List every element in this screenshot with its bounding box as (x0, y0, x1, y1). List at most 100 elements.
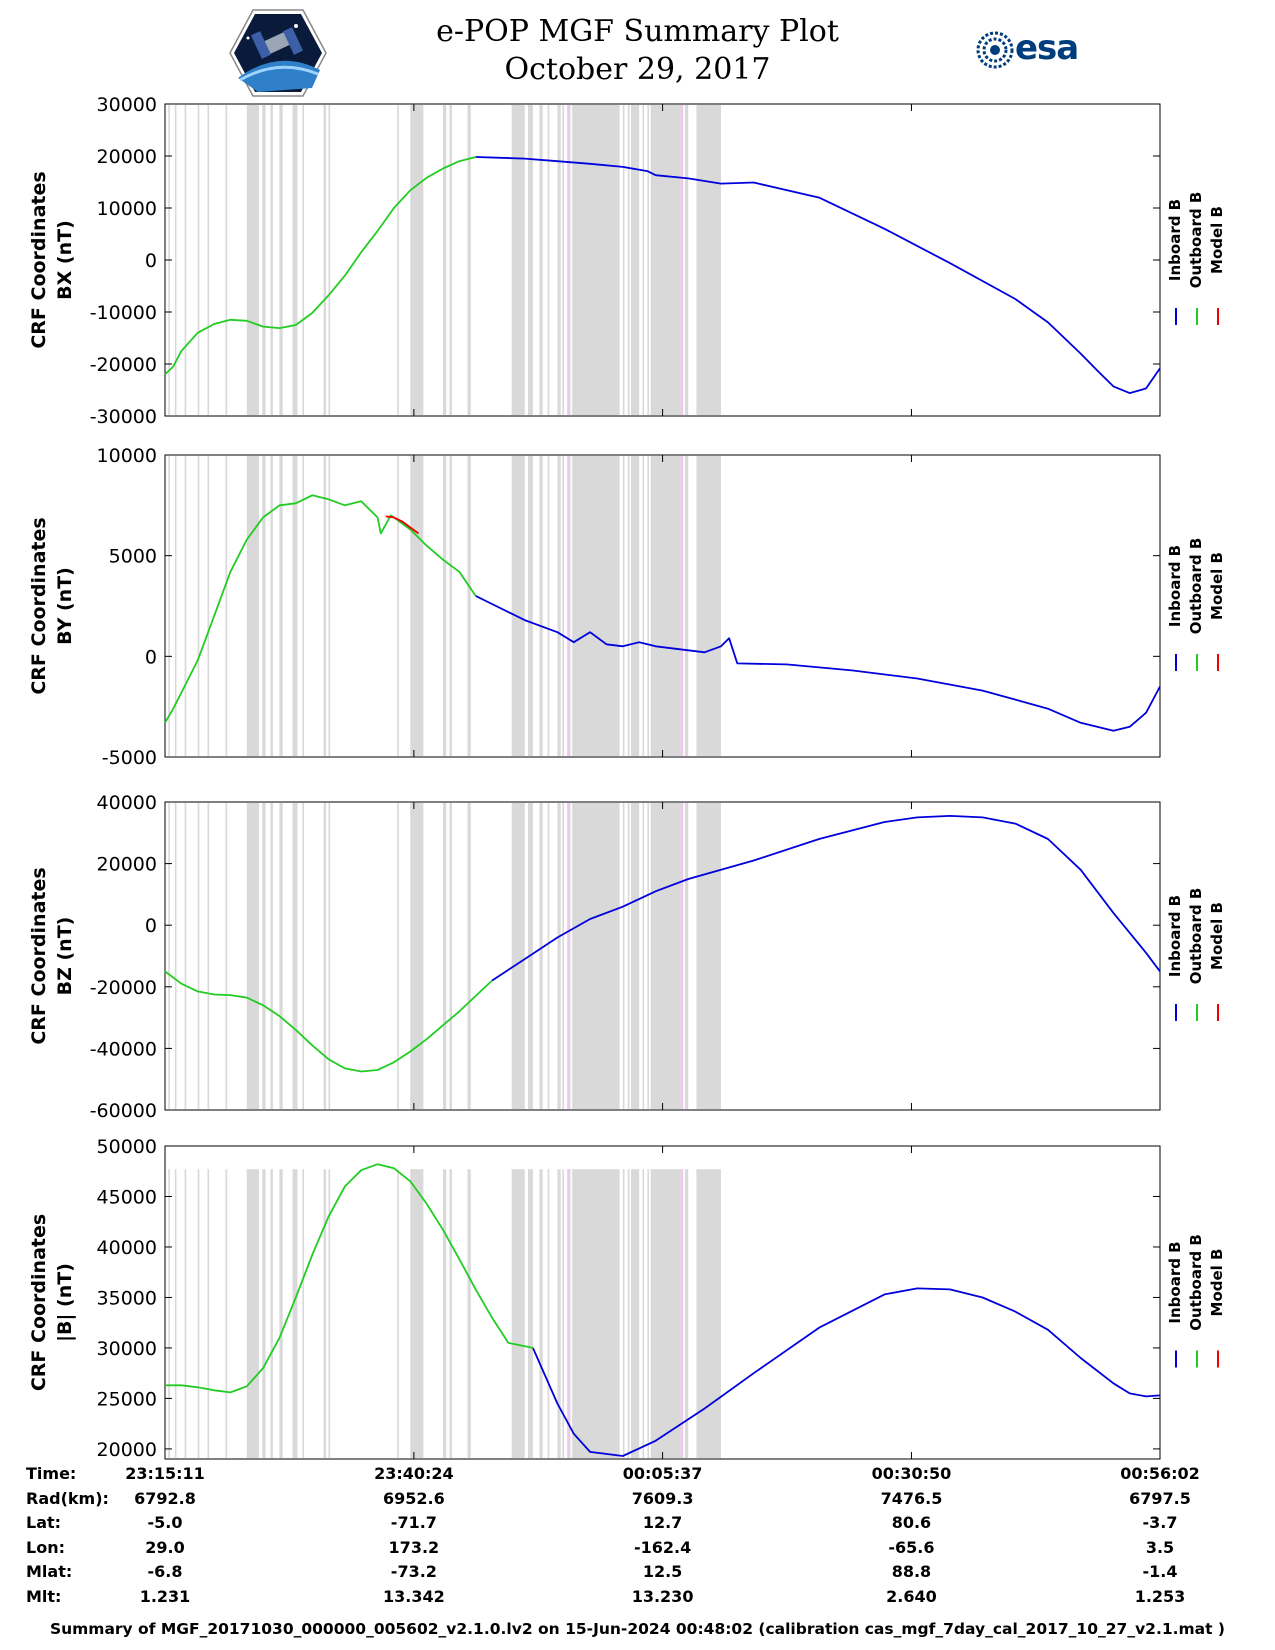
y-axis-label: BZ (nT) (54, 917, 76, 996)
gap-shade (262, 803, 266, 1109)
gap-shade (246, 456, 260, 756)
info-label: Time: (26, 1464, 77, 1483)
legend-label: Inboard B (1166, 1241, 1184, 1323)
info-label: Mlat: (26, 1562, 73, 1581)
info-value: -73.2 (390, 1562, 437, 1581)
info-value: 23:15:11 (125, 1464, 205, 1483)
legend-label: Model B (1208, 902, 1226, 970)
gap-shade (323, 1169, 327, 1458)
gap-shade (262, 456, 266, 756)
gap-shade (197, 1169, 200, 1458)
info-value: 1.231 (139, 1586, 191, 1606)
gap-shade (279, 105, 283, 415)
info-value: 6952.6 (382, 1488, 445, 1508)
gap-shade (328, 1169, 331, 1458)
gap-shade (547, 105, 550, 415)
gap-shade (696, 456, 721, 756)
gap-shade (650, 803, 682, 1109)
gap-shade (410, 1169, 424, 1458)
gap-shade (650, 1169, 682, 1458)
gap-shade-pink (680, 803, 684, 1109)
gap-shade (174, 803, 177, 1109)
y-axis-label: CRF Coordinates (28, 517, 50, 694)
y-axis-label: |B| (nT) (54, 1263, 76, 1342)
gap-shade (168, 803, 170, 1109)
y-tick-label: 45000 (97, 1186, 157, 1208)
gap-shade (207, 105, 210, 415)
gap-shade (207, 456, 210, 756)
legend-label: Model B (1208, 552, 1226, 620)
info-value: 13.230 (631, 1586, 694, 1606)
y-tick-label: -5000 (102, 747, 157, 769)
info-value: -65.6 (888, 1537, 935, 1557)
series-outboard-b (164, 156, 476, 376)
info-label: Rad(km): (26, 1488, 109, 1508)
gap-shade (197, 105, 200, 415)
y-tick-label: 50000 (97, 1136, 157, 1158)
gap-shade (631, 456, 640, 756)
y-tick-label: 10000 (97, 198, 157, 220)
gap-shade (397, 1169, 399, 1458)
gap-shade (174, 456, 177, 756)
y-tick-label: 0 (145, 915, 157, 937)
gap-shade (246, 803, 260, 1109)
gap-shade-pink (567, 803, 570, 1109)
gap-shade (323, 105, 327, 415)
gap-shade (511, 456, 525, 756)
info-value: -162.4 (633, 1537, 692, 1557)
gap-shade (572, 456, 620, 756)
gap-shade (262, 105, 266, 415)
gap-shade (207, 803, 210, 1109)
gap-shade (684, 803, 689, 1109)
gap-shade (246, 105, 260, 415)
gap-shade-pink (567, 105, 570, 415)
y-tick-label: 0 (145, 646, 157, 668)
gap-shade (622, 456, 625, 756)
info-label: Lat: (26, 1513, 62, 1532)
info-row: Rad(km): 6792.8 6952.6 7609.3 7476.5 6797.5 (0, 1489, 1275, 1513)
gap-shade (225, 1169, 228, 1458)
gap-shade (467, 803, 471, 1109)
info-value: -1.4 (1142, 1562, 1178, 1581)
y-tick-label: 0 (145, 250, 157, 272)
gap-shade (449, 456, 452, 756)
gap-shade (410, 803, 424, 1109)
gap-shade (197, 456, 200, 756)
footer-caption: Summary of MGF_20171030_000000_005602_v2… (49, 1620, 1226, 1638)
series-outboard-b (164, 970, 493, 1073)
header: e-POP MGF Summary Plot October 29, 2017 … (0, 0, 1275, 100)
info-value: -3.7 (1142, 1513, 1178, 1532)
gap-shade (168, 456, 170, 756)
gap-shade (225, 803, 228, 1109)
y-tick-label: -10000 (90, 302, 157, 324)
gap-shade (528, 105, 533, 415)
legend-label: Inboard B (1166, 199, 1184, 281)
gap-shade (467, 1169, 471, 1458)
gap-shade (547, 1169, 550, 1458)
plot-date: October 29, 2017 (504, 52, 771, 87)
info-value: -5.0 (147, 1513, 183, 1532)
series-model-b (385, 515, 420, 535)
info-value: 12.7 (642, 1513, 683, 1532)
gap-shade (168, 1169, 170, 1458)
gap-shade (302, 456, 304, 756)
y-tick-label: 20000 (97, 854, 157, 876)
gap-shade (572, 803, 620, 1109)
gap-shade (174, 1169, 177, 1458)
gap-shade (292, 1169, 298, 1458)
y-axis-label: CRF Coordinates (28, 1214, 50, 1391)
legend-label: Outboard B (1187, 192, 1205, 289)
info-value: 00:56:02 (1120, 1464, 1200, 1483)
info-value: 29.0 (145, 1537, 185, 1557)
gap-shade (650, 456, 682, 756)
gap-shade (557, 105, 561, 415)
gap-shade (684, 105, 689, 415)
legend-label: Model B (1208, 206, 1226, 274)
gap-shade (207, 1169, 210, 1458)
orbit-info-table: Time: 23:15:11 23:40:24 00:05:37 00:30:50 00:… (0, 1464, 1275, 1614)
gap-shade (270, 105, 273, 415)
y-tick-label: 20000 (97, 146, 157, 168)
y-tick-label: 25000 (97, 1388, 157, 1410)
chart-panels: -30000 -20000 -10000 0 10000 20000 30000 CRF Co… (28, 94, 1226, 1460)
gap-shade (225, 456, 228, 756)
